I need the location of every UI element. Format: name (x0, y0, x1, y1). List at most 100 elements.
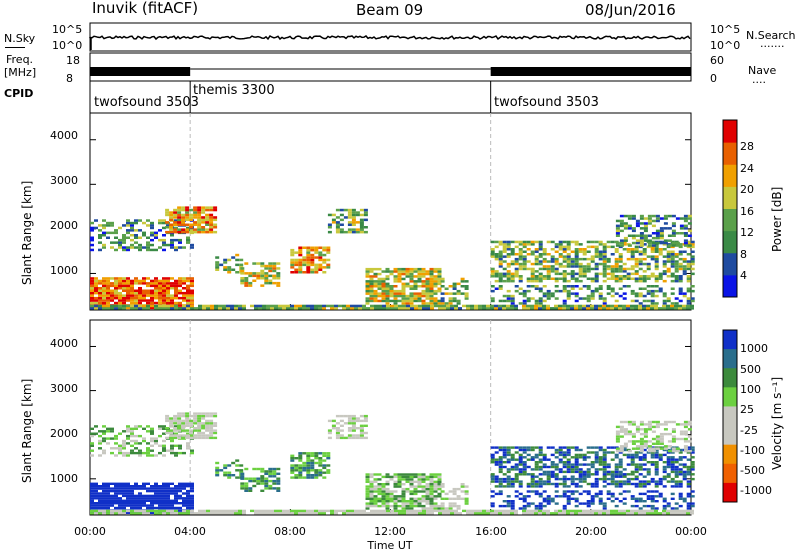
velocity-cell (114, 434, 118, 438)
power-cell (425, 277, 430, 281)
velocity-cell (343, 422, 348, 425)
velocity-cell (425, 475, 430, 479)
velocity-cell (215, 471, 220, 474)
power-cell (106, 277, 110, 280)
power-cell (181, 223, 186, 226)
velocity-cell (666, 473, 671, 476)
power-cell (185, 230, 190, 234)
power-cell (190, 301, 194, 305)
power-cell (498, 250, 503, 253)
velocity-cell (566, 490, 571, 493)
velocity-cell (683, 425, 688, 429)
velocity-cell (452, 487, 457, 491)
power-cell (659, 241, 664, 245)
power-cell (150, 243, 154, 247)
power-cell (690, 299, 695, 303)
velocity-cell (201, 424, 206, 427)
power-cell (118, 226, 122, 230)
velocity-cell (185, 414, 190, 418)
power-cell (193, 206, 198, 209)
velocity-cell (162, 447, 166, 450)
velocity-cell (598, 509, 602, 513)
velocity-cell (189, 414, 194, 418)
power-cell (90, 226, 94, 230)
velocity-cell (306, 466, 311, 470)
velocity-cell (162, 427, 166, 430)
velocity-cell (566, 495, 571, 498)
power-cell (683, 219, 688, 223)
power-cell (385, 292, 390, 295)
velocity-cell (618, 512, 622, 515)
velocity-cell (506, 458, 511, 461)
power-cell (373, 272, 378, 276)
power-cell (683, 214, 688, 218)
velocity-cell (538, 451, 543, 454)
power-cell (590, 294, 595, 298)
velocity-cell (102, 504, 106, 507)
velocity-cell (619, 425, 624, 429)
velocity-cell (502, 461, 507, 464)
velocity-cell (405, 500, 410, 503)
velocity-cell (510, 507, 515, 510)
power-cell (302, 304, 306, 308)
power-cell (530, 272, 535, 276)
power-cell (209, 223, 214, 226)
velocity-cell (209, 424, 214, 427)
power-cell (126, 279, 130, 283)
power-cell (240, 277, 245, 280)
velocity-cell (562, 485, 567, 488)
power-cell (185, 218, 190, 222)
velocity-cell (242, 509, 246, 513)
velocity-cell (318, 474, 323, 477)
power-cell (413, 280, 418, 283)
velocity-cell (193, 436, 198, 440)
velocity-cell (106, 437, 110, 440)
velocity-cell (351, 424, 356, 427)
velocity-cell (417, 480, 422, 483)
power-cell (478, 307, 482, 310)
velocity-cell (421, 478, 426, 481)
velocity-colorbar-swatch (723, 406, 737, 427)
velocity-cell (614, 468, 619, 471)
velocity-cell (264, 487, 269, 490)
velocity-cell (130, 512, 134, 515)
velocity-cell (193, 427, 198, 430)
velocity-cell (134, 499, 138, 502)
velocity-cell (266, 512, 270, 515)
power-cell (126, 229, 130, 232)
velocity-cell (506, 448, 511, 452)
power-cell (158, 229, 162, 232)
power-cell (619, 214, 624, 218)
power-cell (671, 229, 676, 233)
velocity-cell (498, 490, 503, 493)
velocity-cell (185, 412, 190, 415)
power-cell (674, 307, 678, 310)
power-cell (177, 206, 182, 209)
velocity-cell (130, 494, 134, 498)
velocity-cell (189, 419, 194, 423)
power-cell (373, 282, 378, 286)
power-cell (322, 261, 327, 264)
velocity-cell (534, 482, 539, 486)
velocity-cell (339, 414, 344, 418)
velocity-cell (590, 463, 595, 466)
power-cell (318, 307, 322, 310)
power-cell (170, 241, 174, 244)
velocity-cell (389, 497, 394, 500)
velocity-cell (464, 485, 469, 488)
power-cell (264, 267, 269, 270)
velocity-cell (615, 440, 620, 443)
power-cell (209, 230, 214, 234)
velocity-cell (142, 487, 146, 490)
velocity-cell (683, 449, 688, 453)
power-cell (558, 265, 563, 268)
velocity-cell (602, 473, 607, 476)
velocity-cell (134, 485, 138, 488)
power-cell (658, 287, 663, 290)
power-cell (252, 279, 257, 282)
power-cell (578, 267, 583, 271)
velocity-cell (586, 482, 591, 486)
power-cell (638, 294, 643, 298)
velocity-cell (639, 437, 644, 441)
velocity-cell (602, 465, 607, 469)
